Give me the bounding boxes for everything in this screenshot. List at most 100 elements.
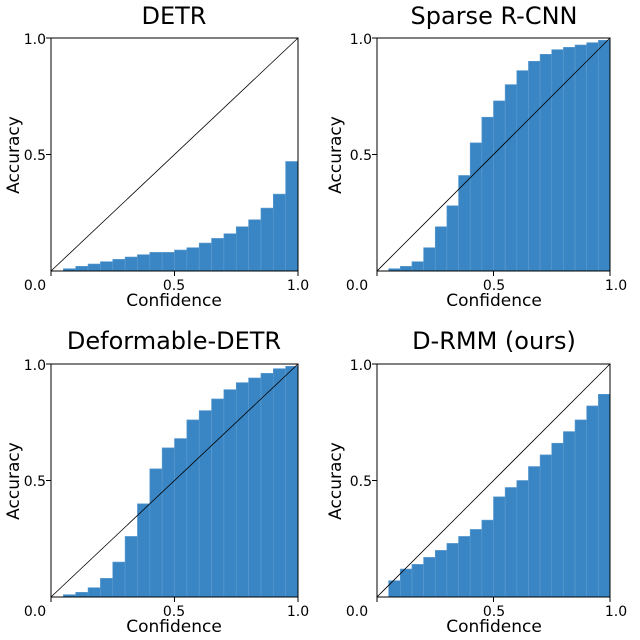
bar [528,60,541,272]
bar [481,116,494,272]
y-tick-label: 1.0 [24,32,46,48]
bar [124,256,138,272]
panel-title: DETR [142,2,207,30]
bar [137,503,151,598]
bar [563,431,576,598]
bar [434,226,448,272]
x-tick-label: 0.5 [163,278,185,294]
bar [75,266,89,272]
bar [434,550,448,598]
bar [161,252,175,272]
y-tick-label: 0.5 [350,148,372,164]
bar [574,44,587,272]
bars [63,161,299,272]
bar [248,219,262,272]
bar [399,266,413,272]
bar [137,254,151,272]
bar [149,252,163,272]
bar [211,398,225,598]
bar [285,161,299,272]
bar [87,587,101,598]
bar [598,40,611,272]
bar [174,249,188,272]
bar [272,368,286,598]
bar [112,259,126,272]
bar [124,536,138,598]
bar [161,447,175,598]
bar [235,382,249,598]
x-tick-label: 0.0 [24,278,46,294]
bar [235,226,249,272]
bar [285,366,299,598]
y-axis-label: Accuracy [326,116,346,194]
bar [493,100,506,272]
bar [551,49,564,272]
y-tick-label: 1.0 [24,358,46,374]
bar [260,373,274,598]
bar [574,419,587,598]
y-tick-label: 0.5 [24,474,46,490]
y-axis-label: Accuracy [326,442,346,520]
bar [586,405,599,598]
x-axis-label: Confidence [446,291,542,311]
x-tick-label: 0.0 [346,278,368,294]
bar [423,247,436,272]
panel-title: Deformable-DETR [67,327,281,355]
bar [539,454,553,598]
bar [87,263,101,272]
bar [223,389,237,598]
x-tick-label: 0.5 [483,278,505,294]
x-axis-label: Confidence [446,617,542,637]
bar [411,564,424,598]
panel-sparse-rcnn: Sparse R-CNN Confidence Accuracy 0.0 0.5… [326,2,627,311]
bars [63,366,299,598]
bar [248,377,262,598]
y-tick-label: 0.5 [350,474,372,490]
bar [399,568,413,598]
y-tick-label: 1.0 [350,32,372,48]
bar [100,578,114,598]
bars [388,40,611,272]
x-tick-label: 0.0 [346,604,368,620]
bar [149,468,163,598]
x-tick-label: 1.0 [287,278,309,294]
bar [563,47,576,272]
bar [458,536,471,598]
y-axis-label: Accuracy [4,116,24,194]
bar [551,442,564,598]
bar [469,529,483,598]
bar [272,193,286,272]
bar [411,261,424,272]
bar [112,561,126,598]
bar [528,466,541,598]
perfect-calibration-line [376,37,611,272]
y-tick-label: 1.0 [350,358,372,374]
x-tick-label: 1.0 [605,604,627,620]
bar [198,410,212,598]
x-axis-label: Confidence [126,617,222,637]
panel-d-rmm: D-RMM (ours) Confidence Accuracy 0.0 0.5… [326,327,627,637]
bar [493,496,506,598]
bar [469,142,483,272]
perfect-calibration-line [376,363,611,598]
bar [423,557,436,598]
panel-deformable-detr: Deformable-DETR Confidence Accuracy 0.0 … [4,327,309,637]
bar [458,175,471,272]
perfect-calibration-line [50,363,299,598]
x-tick-label: 0.5 [163,604,185,620]
bar [598,393,611,598]
bar [516,70,529,272]
y-tick-label: 0.5 [24,148,46,164]
bar [446,205,459,272]
bar [223,233,237,272]
bar [504,487,518,598]
bar [186,247,200,272]
bar [100,261,114,272]
bar [198,242,212,272]
x-tick-label: 0.5 [483,604,505,620]
bar [446,543,459,598]
x-tick-label: 0.0 [24,604,46,620]
bar [186,419,200,598]
x-axis-label: Confidence [126,291,222,311]
